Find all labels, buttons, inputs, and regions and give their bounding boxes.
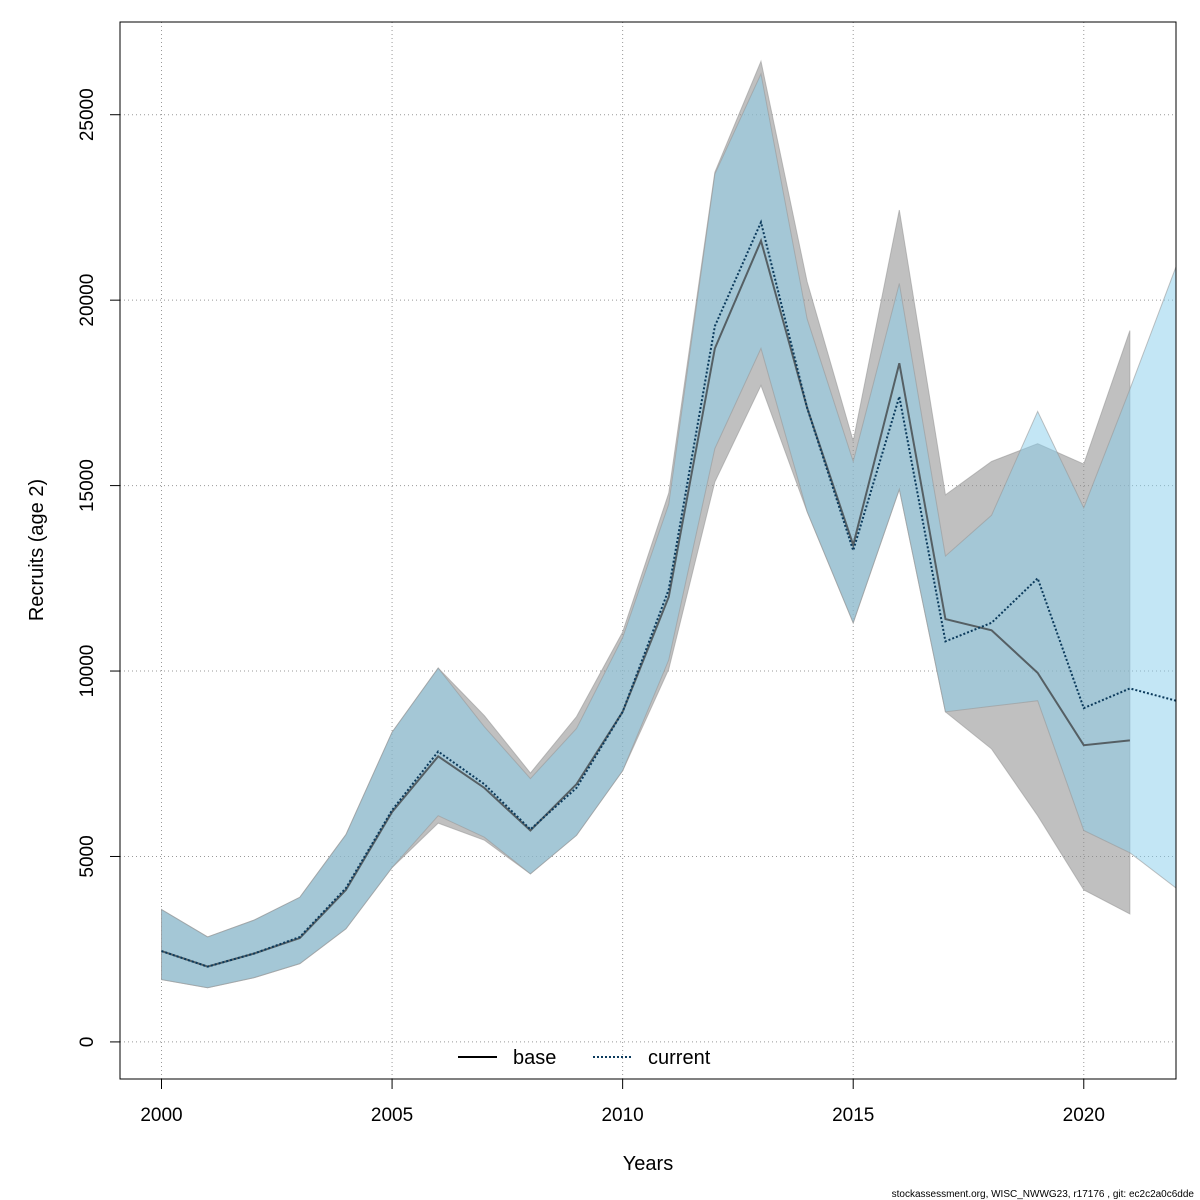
footnote: stockassessment.org, WISC_NWWG23, r17176… (892, 1189, 1195, 1200)
legend: base current (458, 1047, 711, 1069)
y-tick-label-10000: 10000 (77, 645, 98, 698)
y-tick-label-5000: 5000 (77, 835, 98, 877)
line-current (161, 219, 1176, 968)
y-tick-label-20000: 20000 (77, 274, 98, 327)
legend-base-label: base (513, 1047, 556, 1069)
x-axis-title: Years (623, 1153, 673, 1175)
x-tick-label-2005: 2005 (371, 1105, 413, 1126)
series-lines (161, 219, 1176, 968)
line-base (161, 237, 1130, 968)
y-tick-label-15000: 15000 (77, 459, 98, 512)
x-tick-label-2010: 2010 (601, 1105, 643, 1126)
confidence-bands (161, 59, 1176, 989)
legend-current-label: current (648, 1047, 711, 1069)
x-axis: 2000 2005 2010 2015 2020 (140, 1078, 1105, 1126)
x-tick-label-2020: 2020 (1063, 1105, 1105, 1126)
y-axis-title: Recruits (age 2) (26, 479, 48, 621)
y-axis: 0 5000 10000 15000 20000 25000 (77, 88, 121, 1048)
x-tick-label-2015: 2015 (832, 1105, 874, 1126)
y-tick-label-25000: 25000 (77, 88, 98, 141)
x-tick-label-2000: 2000 (140, 1105, 182, 1126)
y-tick-label-0: 0 (77, 1037, 98, 1048)
band-current (161, 72, 1176, 989)
